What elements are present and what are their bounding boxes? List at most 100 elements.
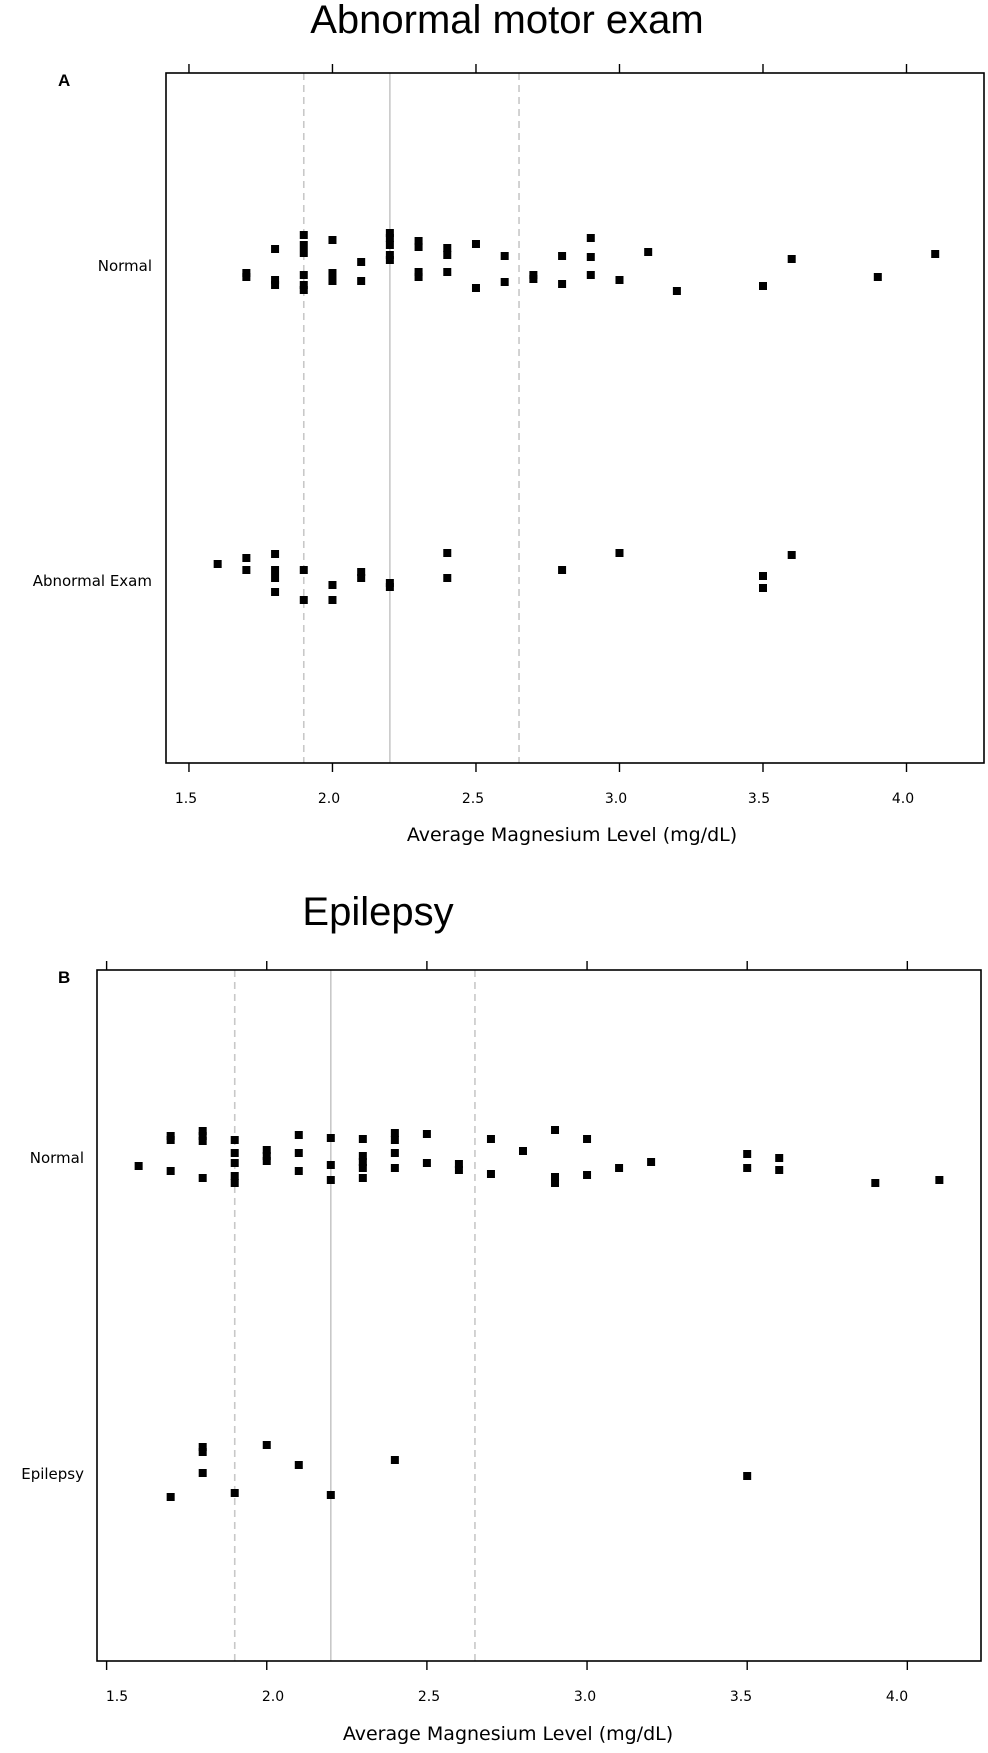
data-point: [500, 252, 509, 260]
x-axis-label: Average Magnesium Level (mg/dL): [407, 824, 737, 846]
data-point: [672, 287, 681, 295]
data-point: [294, 1461, 303, 1469]
data-point: [271, 281, 280, 289]
data-point: [134, 1162, 143, 1170]
data-point: [385, 251, 394, 259]
data-point: [647, 1158, 656, 1166]
data-point: [758, 584, 767, 592]
data-point: [262, 1157, 271, 1165]
data-point: [294, 1167, 303, 1175]
data-point: [414, 273, 423, 281]
data-point: [358, 1158, 367, 1166]
data-point: [486, 1170, 495, 1178]
data-point: [385, 583, 394, 591]
data-point: [271, 550, 280, 558]
data-point: [873, 273, 882, 281]
x-tick-label: 1.5: [175, 791, 197, 807]
data-point: [615, 1164, 624, 1172]
data-point: [758, 572, 767, 580]
data-point: [385, 256, 394, 264]
data-point: [583, 1135, 592, 1143]
data-point: [390, 1129, 399, 1137]
data-point: [299, 286, 308, 294]
data-point: [390, 1456, 399, 1464]
data-point: [385, 229, 394, 237]
data-point: [230, 1179, 239, 1187]
x-tick-label: 4.0: [892, 791, 914, 807]
data-point: [198, 1132, 207, 1140]
data-point: [326, 1491, 335, 1499]
data-point: [471, 240, 480, 248]
data-point: [326, 1134, 335, 1142]
chart-title: Epilepsy: [302, 890, 453, 934]
data-point: [414, 237, 423, 245]
data-point: [166, 1167, 175, 1175]
x-tick-label: 2.0: [262, 1689, 284, 1705]
data-point: [558, 252, 567, 260]
data-point: [357, 574, 366, 582]
data-point: [583, 1171, 592, 1179]
data-point: [551, 1126, 560, 1134]
data-point: [471, 284, 480, 292]
data-point: [357, 258, 366, 266]
x-tick-label: 4.0: [886, 1689, 908, 1705]
data-point: [262, 1441, 271, 1449]
data-point: [198, 1448, 207, 1456]
data-point: [615, 276, 624, 284]
data-point: [166, 1136, 175, 1144]
data-point: [230, 1159, 239, 1167]
data-point: [390, 1136, 399, 1144]
data-point: [422, 1130, 431, 1138]
data-point: [500, 278, 509, 286]
plot-area: [165, 64, 985, 772]
data-point: [230, 1172, 239, 1180]
data-point: [328, 269, 337, 277]
data-point: [213, 560, 222, 568]
data-point: [871, 1179, 880, 1187]
data-point: [385, 241, 394, 249]
data-point: [242, 273, 251, 281]
category-label-normal: Normal: [98, 257, 152, 275]
data-point: [328, 581, 337, 589]
data-point: [775, 1154, 784, 1162]
data-point: [787, 551, 796, 559]
data-point: [358, 1135, 367, 1143]
panel-label: A: [58, 71, 70, 90]
data-point: [299, 241, 308, 249]
panel-b: Epilepsy B Normal Epilepsy 1.5 2.0 2.5 3…: [21, 890, 982, 1745]
x-tick-label: 3.0: [574, 1689, 596, 1705]
panel-label: B: [58, 968, 70, 987]
data-point: [586, 271, 595, 279]
data-point: [294, 1149, 303, 1157]
data-point: [758, 282, 767, 290]
data-point: [414, 268, 423, 276]
data-point: [328, 277, 337, 285]
data-point: [931, 250, 940, 258]
data-point: [414, 243, 423, 251]
data-point: [443, 549, 452, 557]
data-point: [558, 566, 567, 574]
data-point: [262, 1146, 271, 1154]
x-tick-label: 2.5: [462, 791, 484, 807]
chart-title: Abnormal motor exam: [310, 0, 703, 42]
data-point: [198, 1127, 207, 1135]
data-point: [299, 231, 308, 239]
data-point: [518, 1147, 527, 1155]
data-point: [242, 554, 251, 562]
x-tick-label: 3.5: [730, 1689, 752, 1705]
data-point: [299, 566, 308, 574]
data-point: [299, 596, 308, 604]
data-point: [385, 234, 394, 242]
data-point: [743, 1150, 752, 1158]
panel-a: Abnormal motor exam A Normal Abnormal Ex…: [33, 0, 985, 846]
data-point: [230, 1136, 239, 1144]
data-point: [486, 1135, 495, 1143]
data-point: [271, 566, 280, 574]
x-tick-label: 2.5: [418, 1689, 440, 1705]
data-point: [271, 276, 280, 284]
data-point: [198, 1174, 207, 1182]
data-point: [615, 549, 624, 557]
category-label-normal: Normal: [30, 1149, 84, 1167]
data-point: [271, 574, 280, 582]
